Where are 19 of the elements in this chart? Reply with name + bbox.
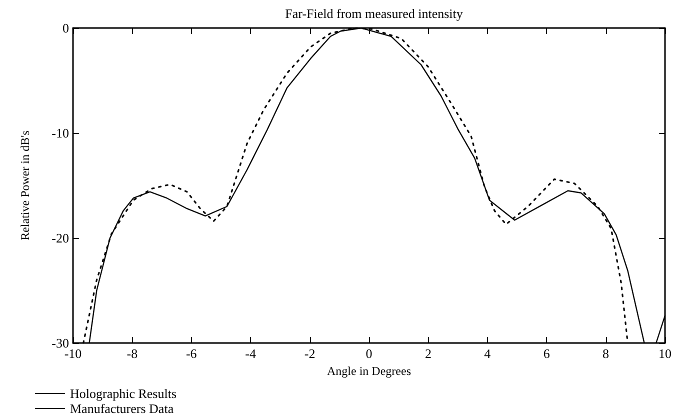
y-tick-label: 0	[62, 20, 69, 36]
chart-title: Far-Field from measured intensity	[285, 6, 464, 21]
x-tick-label: 6	[543, 346, 550, 361]
x-tick-label: -8	[126, 346, 138, 361]
x-tick-label: 4	[484, 346, 492, 361]
y-tick-label: -20	[52, 230, 69, 246]
legend-label: Manufacturers Data	[70, 401, 174, 416]
x-tick-label: 8	[602, 346, 610, 361]
x-tick-label: -6	[186, 346, 198, 361]
y-axis-title: Relative Power in dB's	[18, 130, 32, 240]
x-tick-label: 10	[658, 346, 672, 361]
x-tick-label: -4	[245, 346, 257, 361]
y-tick-label: -30	[52, 336, 69, 350]
y-tick-label: -10	[52, 126, 69, 140]
x-axis-title: Angle in Degrees	[327, 364, 412, 378]
x-tick-label: 2	[424, 346, 432, 361]
x-tick-label: 0	[366, 346, 372, 361]
legend-label: Holographic Results	[70, 386, 177, 401]
x-tick-label: -2	[304, 346, 316, 361]
